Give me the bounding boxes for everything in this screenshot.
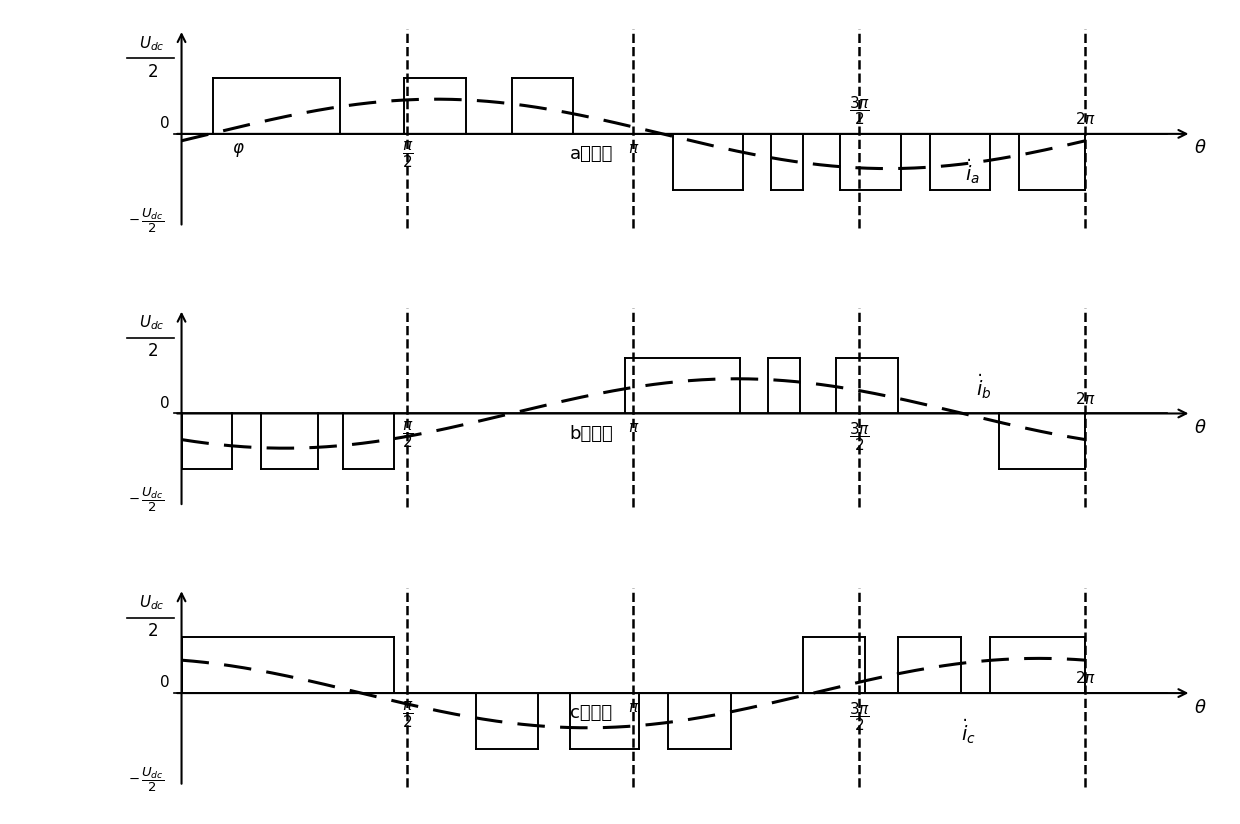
Text: $\theta$: $\theta$ [1194, 139, 1207, 157]
Text: a相波形: a相波形 [570, 145, 613, 163]
Text: $\dfrac{3\pi}{2}$: $\dfrac{3\pi}{2}$ [849, 700, 870, 733]
Text: $\dot{i}_b$: $\dot{i}_b$ [976, 372, 991, 401]
Text: $\dfrac{3\pi}{2}$: $\dfrac{3\pi}{2}$ [849, 420, 870, 453]
Text: $\pi$: $\pi$ [627, 420, 639, 435]
Text: b相波形: b相波形 [569, 424, 614, 442]
Text: c相波形: c相波形 [570, 705, 613, 723]
Text: $\varphi$: $\varphi$ [232, 141, 244, 158]
Text: $2$: $2$ [148, 63, 159, 81]
Text: $\pi$: $\pi$ [627, 700, 639, 714]
Text: $\dfrac{3\pi}{2}$: $\dfrac{3\pi}{2}$ [849, 95, 870, 127]
Text: $U_{dc}$: $U_{dc}$ [139, 313, 164, 332]
Text: $0$: $0$ [160, 115, 170, 131]
Text: $\theta$: $\theta$ [1194, 419, 1207, 437]
Text: $\pi$: $\pi$ [627, 141, 639, 156]
Text: $\dot{i}_c$: $\dot{i}_c$ [961, 717, 976, 746]
Text: $\dfrac{\pi}{2}$: $\dfrac{\pi}{2}$ [402, 700, 413, 729]
Text: $U_{dc}$: $U_{dc}$ [139, 593, 164, 611]
Text: $2\pi$: $2\pi$ [1075, 671, 1096, 686]
Text: $-\,\dfrac{U_{dc}}{2}$: $-\,\dfrac{U_{dc}}{2}$ [128, 207, 164, 235]
Text: $0$: $0$ [160, 395, 170, 410]
Text: $-\,\dfrac{U_{dc}}{2}$: $-\,\dfrac{U_{dc}}{2}$ [128, 765, 164, 794]
Text: $\dfrac{\pi}{2}$: $\dfrac{\pi}{2}$ [402, 141, 413, 171]
Text: $\dot{i}_a$: $\dot{i}_a$ [966, 157, 981, 186]
Text: $-\,\dfrac{U_{dc}}{2}$: $-\,\dfrac{U_{dc}}{2}$ [128, 486, 164, 514]
Text: $\dfrac{\pi}{2}$: $\dfrac{\pi}{2}$ [402, 420, 413, 450]
Text: $2\pi$: $2\pi$ [1075, 111, 1096, 127]
Text: $U_{dc}$: $U_{dc}$ [139, 34, 164, 53]
Text: $0$: $0$ [160, 674, 170, 691]
Text: $2$: $2$ [148, 623, 159, 640]
Text: $2\pi$: $2\pi$ [1075, 391, 1096, 407]
Text: $\theta$: $\theta$ [1194, 699, 1207, 717]
Text: $2$: $2$ [148, 344, 159, 360]
